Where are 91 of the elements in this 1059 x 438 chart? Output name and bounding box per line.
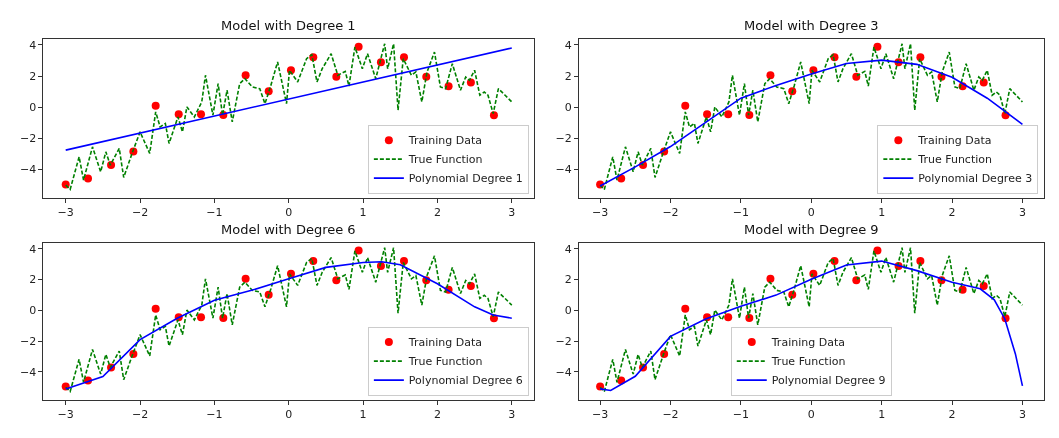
y-tick-label: 2 [564,69,572,83]
x-tick-label: −3 [57,407,74,421]
point [354,246,363,255]
chart-title: Model with Degree 3 [744,18,879,33]
point [241,71,250,80]
legend-label: Polynomial Degree 9 [771,374,886,388]
y-tick-label: 4 [564,242,572,256]
point [703,110,712,119]
x-tick-label: 3 [508,407,516,421]
y-tick-label: 0 [564,101,572,115]
x-tick-label: 1 [359,205,367,219]
point [724,313,733,322]
y-tick-label: −2 [19,335,37,349]
y-tick-label: 0 [29,101,37,115]
point [151,101,160,110]
x-tick-label: 2 [948,205,956,219]
x-tick-label: 3 [1018,205,1026,219]
point [151,304,160,313]
legend-label: True Function [770,355,846,369]
legend-label: Training Data [407,134,483,148]
legend-label: Polynomial Degree 3 [918,172,1033,186]
point [681,304,690,313]
point [489,111,498,120]
x-tick-label: 0 [285,407,293,421]
point [745,110,754,119]
y-tick-label: −2 [555,132,572,146]
legend-label: Training Data [917,134,992,148]
x-tick-label: 1 [878,205,886,219]
x-tick-label: −1 [206,407,223,421]
point [979,282,988,291]
x-tick-label: 2 [433,205,441,219]
y-tick-label: −2 [19,132,37,146]
legend-label: Training Data [770,336,845,350]
legend-label: Polynomial Degree 1 [408,172,523,186]
x-tick-label: 2 [433,407,441,421]
point [766,71,775,80]
x-tick-label: 0 [807,205,815,219]
x-tick-label: 2 [948,407,956,421]
point [84,174,93,183]
legend-label: Polynomial Degree 6 [408,374,523,388]
point [332,72,341,81]
x-tick-label: 1 [359,407,367,421]
y-tick-label: 2 [564,273,572,287]
x-tick-label: 0 [285,205,293,219]
legend-label: True Function [407,153,483,167]
x-tick-label: 3 [1018,407,1026,421]
x-tick-label: −3 [591,205,609,219]
point [332,276,341,285]
x-tick-label: −2 [662,205,679,219]
chart-title: Model with Degree 6 [221,222,356,237]
x-tick-label: −2 [131,407,149,421]
point [466,78,475,87]
x-tick-label: 1 [878,407,886,421]
point [979,78,988,87]
y-tick-label: −4 [555,163,572,177]
point [241,274,250,283]
point [61,180,70,189]
x-tick-label: −2 [131,205,149,219]
x-tick-label: 0 [807,407,815,421]
y-tick-label: −2 [555,335,572,349]
x-tick-label: −3 [591,407,609,421]
point [766,274,775,283]
legend-label: True Function [917,153,993,167]
point [724,110,733,119]
x-tick-label: 3 [508,205,516,219]
legend-label: Training Data [407,336,483,350]
x-tick-label: −3 [57,205,74,219]
y-tick-label: 2 [29,273,37,287]
x-tick-label: −1 [732,205,749,219]
y-tick-label: 4 [29,38,37,52]
y-tick-label: −4 [19,163,37,177]
x-tick-label: −1 [206,205,223,219]
y-tick-label: −4 [555,365,572,379]
chart-title: Model with Degree 1 [221,18,356,33]
y-tick-label: 4 [29,242,37,256]
chart-title: Model with Degree 9 [744,222,879,237]
point [916,53,925,62]
point [852,72,861,81]
y-tick-label: 0 [564,304,572,318]
point [197,110,206,119]
legend-label: True Function [407,355,483,369]
y-tick-label: −4 [19,365,37,379]
x-tick-label: −2 [662,407,679,421]
point [197,313,206,322]
point [681,101,690,110]
y-tick-label: 2 [29,69,37,83]
point [354,42,363,51]
y-tick-label: 0 [29,304,37,318]
y-tick-label: 4 [564,38,572,52]
point [174,110,183,119]
x-tick-label: −1 [732,407,749,421]
